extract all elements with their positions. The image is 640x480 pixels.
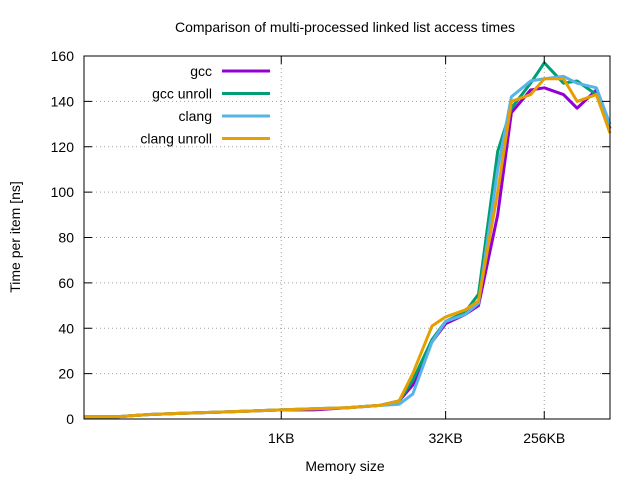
- y-tick-label: 60: [58, 275, 74, 291]
- series-line-clang-unroll: [84, 77, 612, 419]
- y-tick-label: 20: [58, 366, 74, 382]
- plot-frame: [83, 55, 611, 420]
- y-tick-label: 160: [51, 48, 75, 64]
- legend-label-clang: clang: [179, 108, 212, 124]
- x-tick-label: 1KB: [268, 430, 294, 446]
- series-line-clang: [84, 74, 612, 419]
- grid-lines: [84, 56, 610, 419]
- series-line-gcc-unroll: [84, 61, 612, 419]
- legend: gcc gcc unroll clang clang unroll: [140, 63, 270, 147]
- x-axis-label: Memory size: [305, 458, 385, 474]
- y-tick-label: 140: [51, 93, 75, 109]
- x-tick-label: 32KB: [429, 430, 463, 446]
- y-tick-label: 100: [51, 184, 75, 200]
- y-tick-label: 0: [66, 411, 74, 427]
- chart-title: Comparison of multi-processed linked lis…: [175, 19, 515, 35]
- y-tick-label: 40: [58, 320, 74, 336]
- legend-label-clang-unroll: clang unroll: [140, 131, 212, 147]
- legend-label-gcc-unroll: gcc unroll: [152, 86, 212, 102]
- x-tick-label: 256KB: [523, 430, 565, 446]
- series-lines: [84, 61, 612, 419]
- legend-label-gcc: gcc: [190, 63, 212, 79]
- y-tick-label: 80: [58, 230, 74, 246]
- y-axis-label: Time per item [ns]: [7, 181, 23, 293]
- y-tick-label: 120: [51, 139, 75, 155]
- axis-ticks: 0 20 40 60 80 100 120 140 160 1KB 32KB 256KB: [51, 48, 610, 446]
